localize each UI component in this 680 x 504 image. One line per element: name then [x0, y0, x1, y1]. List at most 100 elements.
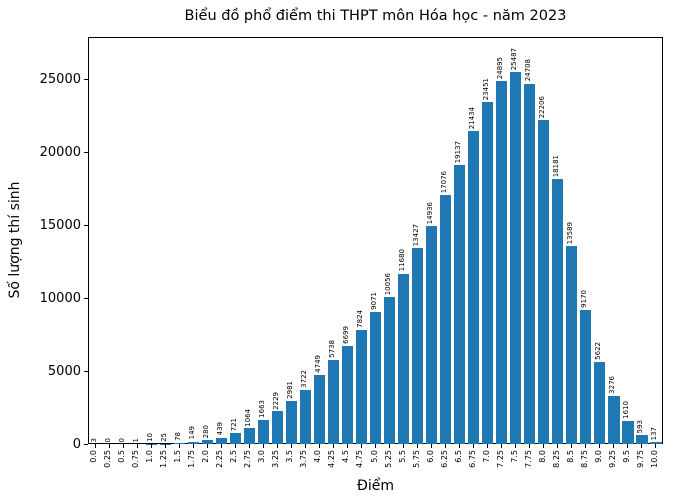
y-tick-mark	[84, 297, 88, 299]
bar	[299, 389, 311, 444]
bar-value-label: 78	[173, 431, 182, 441]
x-tick-mark	[571, 444, 573, 448]
bar	[594, 361, 606, 444]
x-tick-mark	[529, 444, 531, 448]
bar	[524, 83, 536, 444]
bar	[187, 441, 199, 444]
bar-value-label: 13589	[566, 221, 575, 244]
x-tick-label: 5.5	[397, 450, 407, 463]
x-tick-mark	[108, 444, 110, 448]
bar	[454, 164, 466, 444]
chart-title: Biểu đồ phổ điểm thi THPT môn Hóa học - …	[184, 8, 567, 24]
x-tick-label: 5.75	[411, 450, 421, 468]
bar-value-label: 0	[103, 437, 112, 442]
bar-value-label: 22206	[538, 95, 547, 119]
y-tick-mark	[84, 78, 88, 80]
bar-value-label: 1663	[257, 399, 266, 418]
x-tick-mark	[515, 444, 517, 448]
x-tick-label: 0.5	[117, 450, 127, 463]
x-tick-label: 3.25	[271, 450, 281, 468]
bar	[313, 374, 325, 444]
x-tick-mark	[585, 444, 587, 448]
x-tick-label: 9.75	[635, 450, 645, 468]
x-tick-label: 1.5	[173, 450, 183, 463]
x-tick-label: 2.5	[229, 450, 239, 463]
bar	[636, 435, 648, 444]
x-tick-label: 6.75	[467, 450, 477, 468]
bar	[229, 433, 241, 444]
bar	[468, 131, 480, 444]
y-tick-label: 25000	[39, 71, 81, 87]
x-tick-mark	[389, 444, 391, 448]
x-tick-label: 4.0	[313, 450, 323, 463]
x-tick-label: 1.25	[159, 450, 169, 468]
bar	[215, 437, 227, 444]
x-tick-mark	[599, 444, 601, 448]
bar-value-label: 7824	[355, 310, 364, 328]
bar-value-label: 23451	[482, 77, 491, 100]
x-tick-label: 8.25	[551, 450, 561, 468]
bar	[285, 400, 297, 444]
bar-value-label: 137	[650, 426, 659, 441]
y-axis-label: Số lượng thí sinh	[7, 181, 23, 299]
x-tick-mark	[304, 444, 306, 448]
x-tick-mark	[234, 444, 236, 448]
x-tick-label: 3.75	[299, 450, 309, 468]
bar-value-label: 24895	[496, 56, 505, 79]
bar-value-label: 3722	[299, 369, 308, 388]
bar-value-label: 19137	[454, 140, 463, 163]
x-tick-mark	[276, 444, 278, 448]
bar-value-label: 18181	[552, 154, 561, 177]
x-tick-label: 8.5	[565, 450, 575, 463]
bar-value-label: 9071	[370, 291, 378, 310]
x-tick-label: 6.25	[439, 450, 449, 468]
bar	[327, 360, 340, 444]
x-tick-label: 2.0	[201, 450, 211, 463]
bar	[397, 273, 410, 444]
x-tick-mark	[487, 444, 489, 448]
bar-value-label: 439	[215, 422, 224, 436]
bar	[369, 311, 382, 444]
x-tick-label: 4.25	[327, 450, 337, 468]
x-tick-label: 7.0	[481, 450, 491, 463]
x-tick-label: 7.5	[509, 450, 519, 463]
x-tick-mark	[641, 444, 643, 448]
bar-value-label: 5622	[594, 342, 603, 360]
bar-value-label: 3	[89, 437, 98, 442]
x-tick-label: 1.0	[145, 450, 155, 463]
x-tick-label: 7.75	[523, 450, 533, 468]
bar	[510, 72, 522, 444]
bar-value-label: 24708	[524, 59, 533, 82]
bar-value-label: 2229	[271, 391, 280, 410]
x-tick-mark	[501, 444, 503, 448]
y-tick-label: 15000	[39, 217, 81, 233]
bar	[538, 120, 550, 444]
x-tick-label: 5.0	[369, 450, 379, 463]
x-tick-mark	[445, 444, 447, 448]
bar	[341, 346, 354, 444]
x-tick-label: 9.0	[593, 450, 603, 463]
x-tick-mark	[613, 444, 615, 448]
y-tick-label: 10000	[39, 290, 81, 306]
x-tick-mark	[360, 444, 362, 448]
x-tick-label: 4.5	[341, 450, 351, 463]
bar	[622, 420, 634, 444]
bar-value-label: 1064	[243, 408, 252, 427]
x-tick-mark	[262, 444, 264, 448]
x-tick-label: 9.25	[607, 450, 617, 468]
x-tick-mark	[206, 444, 208, 448]
bar-value-label: 721	[229, 418, 238, 432]
x-tick-mark	[431, 444, 433, 448]
bar-value-label: 11680	[398, 249, 407, 272]
y-tick-label: 20000	[39, 144, 81, 160]
y-tick-mark	[84, 224, 88, 226]
x-tick-label: 10.0	[649, 450, 659, 468]
x-tick-mark	[164, 444, 166, 448]
bar	[580, 310, 592, 444]
x-tick-mark	[459, 444, 461, 448]
bar-value-label: 1	[131, 437, 140, 442]
bar-value-label: 14936	[426, 201, 435, 225]
x-tick-label: 4.75	[355, 450, 365, 468]
bar	[271, 411, 283, 444]
x-tick-label: 8.0	[537, 450, 547, 463]
